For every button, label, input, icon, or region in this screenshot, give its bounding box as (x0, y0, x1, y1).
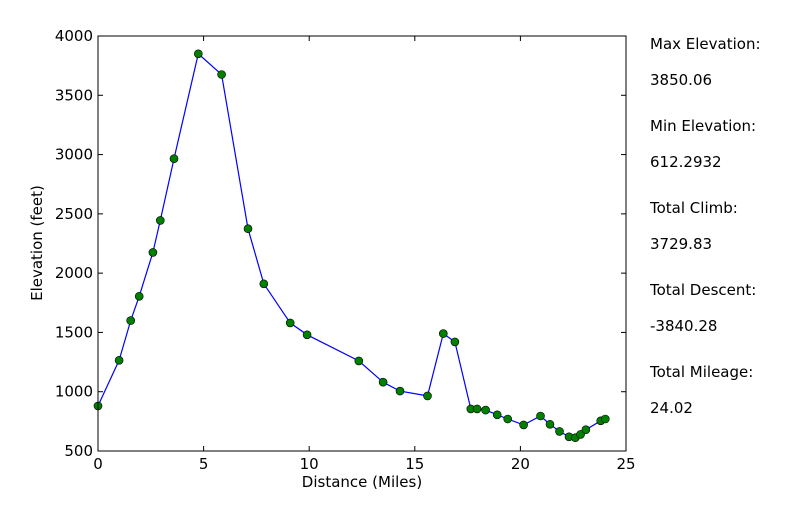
tick-layer: 0 5 10 15 20 25 500 1000 1500 2000 2500 3000 3500 400… (55, 27, 636, 473)
data-point (354, 356, 364, 366)
data-point (243, 224, 253, 233)
data-point (156, 216, 165, 225)
stat-max-elevation: Max Elevation: 3850.06 (650, 34, 810, 116)
x-tick-label: 0 (93, 455, 103, 473)
data-point (378, 377, 388, 387)
data-point (395, 386, 405, 396)
data-point (148, 248, 158, 257)
x-tick-label: 5 (199, 455, 209, 473)
y-tick-label: 3500 (55, 86, 93, 104)
x-tick-label: 15 (405, 455, 424, 473)
y-tick-label: 2500 (55, 205, 93, 223)
data-point (423, 391, 432, 401)
y-tick-label: 1000 (55, 383, 93, 401)
stats-panel: Max Elevation: 3850.06 Min Elevation: 61… (650, 34, 810, 444)
stat-label: Total Descent: (650, 281, 757, 299)
x-tick-label: 10 (300, 455, 319, 473)
x-axis-label: Distance (Miles) (302, 473, 422, 491)
elevation-chart: 0 5 10 15 20 25 500 1000 1500 2000 2500 3000 3500 400… (28, 27, 636, 491)
plot-layer (93, 49, 610, 443)
x-tick-label: 20 (511, 455, 530, 473)
data-point (114, 355, 124, 365)
data-point (545, 419, 555, 429)
data-point (536, 411, 545, 421)
x-tick-label: 25 (616, 455, 635, 473)
data-point (492, 410, 502, 420)
plot-frame (97, 35, 627, 452)
data-point (134, 291, 144, 301)
series-line (97, 52, 606, 439)
stat-total-mileage: Total Mileage: 24.02 (650, 362, 810, 444)
data-point (581, 425, 591, 435)
stat-label: Max Elevation: (650, 35, 761, 53)
data-point (519, 420, 528, 430)
data-point (450, 337, 460, 347)
stat-value: 24.02 (650, 399, 693, 417)
data-point (217, 70, 226, 79)
data-point (503, 414, 513, 424)
stat-value: 3729.83 (650, 235, 713, 253)
stat-value: -3840.28 (650, 317, 718, 335)
data-point (169, 154, 179, 163)
y-tick-label: 2000 (55, 264, 93, 282)
y-tick-label: 1500 (55, 323, 93, 341)
y-tick-label: 3000 (55, 146, 93, 164)
data-point (472, 404, 482, 414)
data-point (600, 414, 610, 424)
stat-value: 612.2932 (650, 153, 722, 171)
data-point (555, 427, 564, 436)
data-point (259, 279, 269, 289)
data-point (302, 330, 312, 340)
y-tick-label: 500 (64, 442, 93, 460)
stat-label: Total Mileage: (650, 363, 754, 381)
y-tick-label: 4000 (55, 27, 93, 45)
stat-label: Min Elevation: (650, 117, 757, 135)
data-point (126, 316, 135, 325)
data-point (438, 329, 448, 338)
stat-min-elevation: Min Elevation: 612.2932 (650, 116, 810, 198)
data-point (285, 318, 295, 328)
data-point (481, 405, 490, 415)
y-axis-label: Elevation (feet) (28, 185, 46, 301)
stat-label: Total Climb: (650, 199, 738, 217)
data-point (194, 49, 203, 59)
stat-total-descent: Total Descent: -3840.28 (650, 280, 810, 362)
stat-value: 3850.06 (650, 71, 713, 89)
stat-total-climb: Total Climb: 3729.83 (650, 198, 810, 280)
